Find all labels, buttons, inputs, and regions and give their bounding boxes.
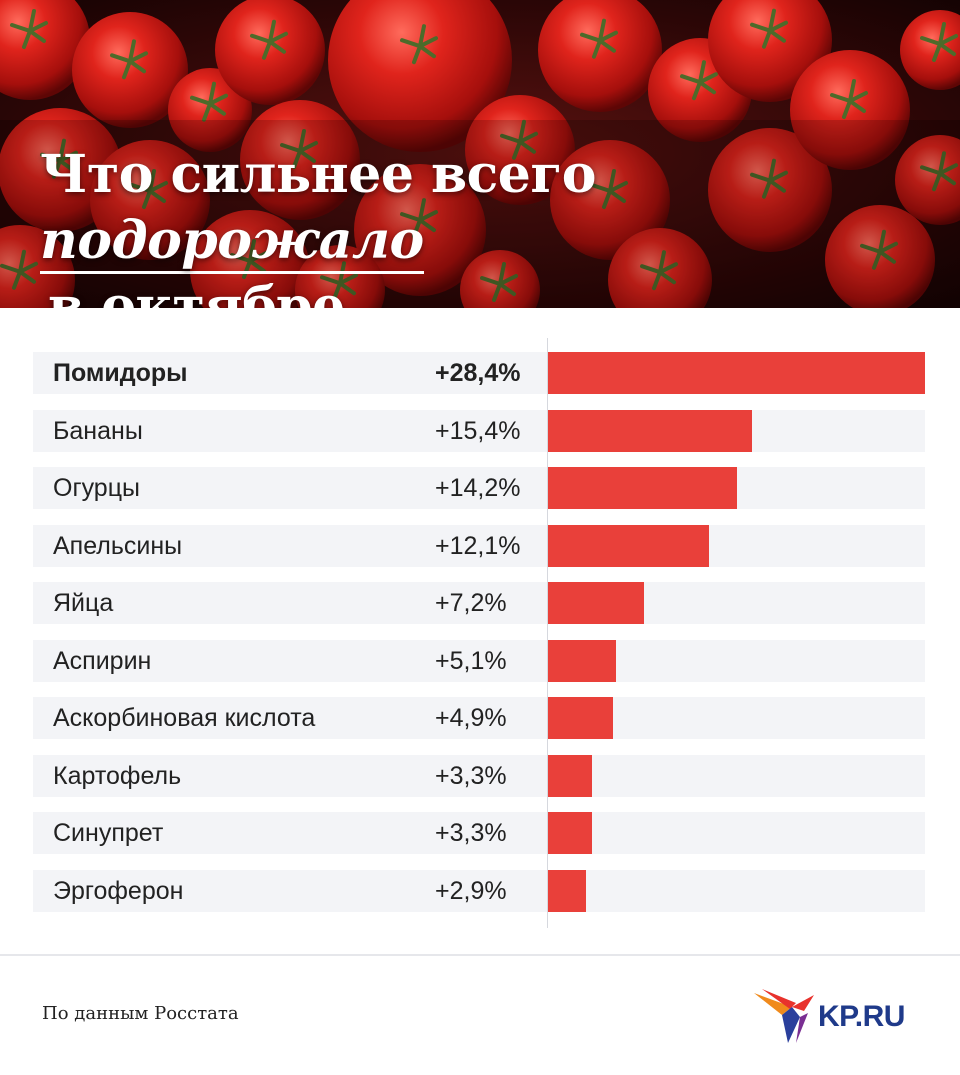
row-stripe xyxy=(33,870,925,912)
bar-row: Аспирин +5,1% xyxy=(33,640,925,682)
bar-row: Помидоры +28,4% xyxy=(33,352,925,394)
row-stripe xyxy=(33,640,925,682)
title-emphasis: подорожало xyxy=(40,210,424,274)
bar xyxy=(548,812,592,854)
value-label: +28,4% xyxy=(435,359,521,387)
row-stripe xyxy=(33,525,925,567)
category-label: Бананы xyxy=(53,417,143,445)
row-stripe xyxy=(33,755,925,797)
row-stripe xyxy=(33,697,925,739)
bar-row: Синупрет +3,3% xyxy=(33,812,925,854)
value-label: +2,9% xyxy=(435,877,507,905)
bar xyxy=(548,410,752,452)
value-label: +3,3% xyxy=(435,819,507,847)
value-label: +12,1% xyxy=(435,532,521,560)
title-line2: в октябре xyxy=(48,276,345,308)
value-label: +4,9% xyxy=(435,704,507,732)
bar-row: Апельсины +12,1% xyxy=(33,525,925,567)
row-stripe xyxy=(33,410,925,452)
title-part1: Что сильнее всего xyxy=(40,144,596,205)
logo-text: KP.RU xyxy=(818,1000,905,1033)
value-label: +5,1% xyxy=(435,647,507,675)
kp-bird-logo-icon xyxy=(754,989,814,1043)
row-stripe xyxy=(33,582,925,624)
value-label: +7,2% xyxy=(435,589,507,617)
bar xyxy=(548,870,586,912)
bar xyxy=(548,525,709,567)
bar-row: Яйца +7,2% xyxy=(33,582,925,624)
footer-divider xyxy=(0,954,960,956)
category-label: Эргоферон xyxy=(53,877,184,905)
source-note: По данным Росстата xyxy=(42,1003,239,1024)
bar xyxy=(548,467,737,509)
bar xyxy=(548,697,613,739)
tomato-photo xyxy=(0,0,960,308)
bar-chart: Помидоры +28,4% Бананы +15,4% Огурцы +14,2% Ап… xyxy=(0,308,960,948)
header-photo: Что сильнее всего подорожало в октябре xyxy=(0,0,960,308)
category-label: Яйца xyxy=(53,589,114,617)
category-label: Аспирин xyxy=(53,647,152,675)
chart-title: Что сильнее всего подорожало в октябре xyxy=(40,142,960,308)
row-stripe xyxy=(33,812,925,854)
bar-row: Эргоферон +2,9% xyxy=(33,870,925,912)
value-label: +15,4% xyxy=(435,417,521,445)
axis-line xyxy=(547,338,548,928)
value-label: +14,2% xyxy=(435,474,521,502)
bar xyxy=(548,582,644,624)
bar-row: Бананы +15,4% xyxy=(33,410,925,452)
bar xyxy=(548,352,925,394)
category-label: Синупрет xyxy=(53,819,164,847)
bar-row: Огурцы +14,2% xyxy=(33,467,925,509)
bar-row: Картофель +3,3% xyxy=(33,755,925,797)
kp-logo[interactable]: KP.RU xyxy=(752,987,932,1045)
bar-row: Аскорбиновая кислота +4,9% xyxy=(33,697,925,739)
category-label: Картофель xyxy=(53,762,182,790)
category-label: Апельсины xyxy=(53,532,183,560)
bar xyxy=(548,755,592,797)
category-label: Помидоры xyxy=(53,359,188,387)
value-label: +3,3% xyxy=(435,762,507,790)
row-stripe xyxy=(33,467,925,509)
category-label: Аскорбиновая кислота xyxy=(53,704,316,732)
category-label: Огурцы xyxy=(53,474,140,502)
bar xyxy=(548,640,616,682)
